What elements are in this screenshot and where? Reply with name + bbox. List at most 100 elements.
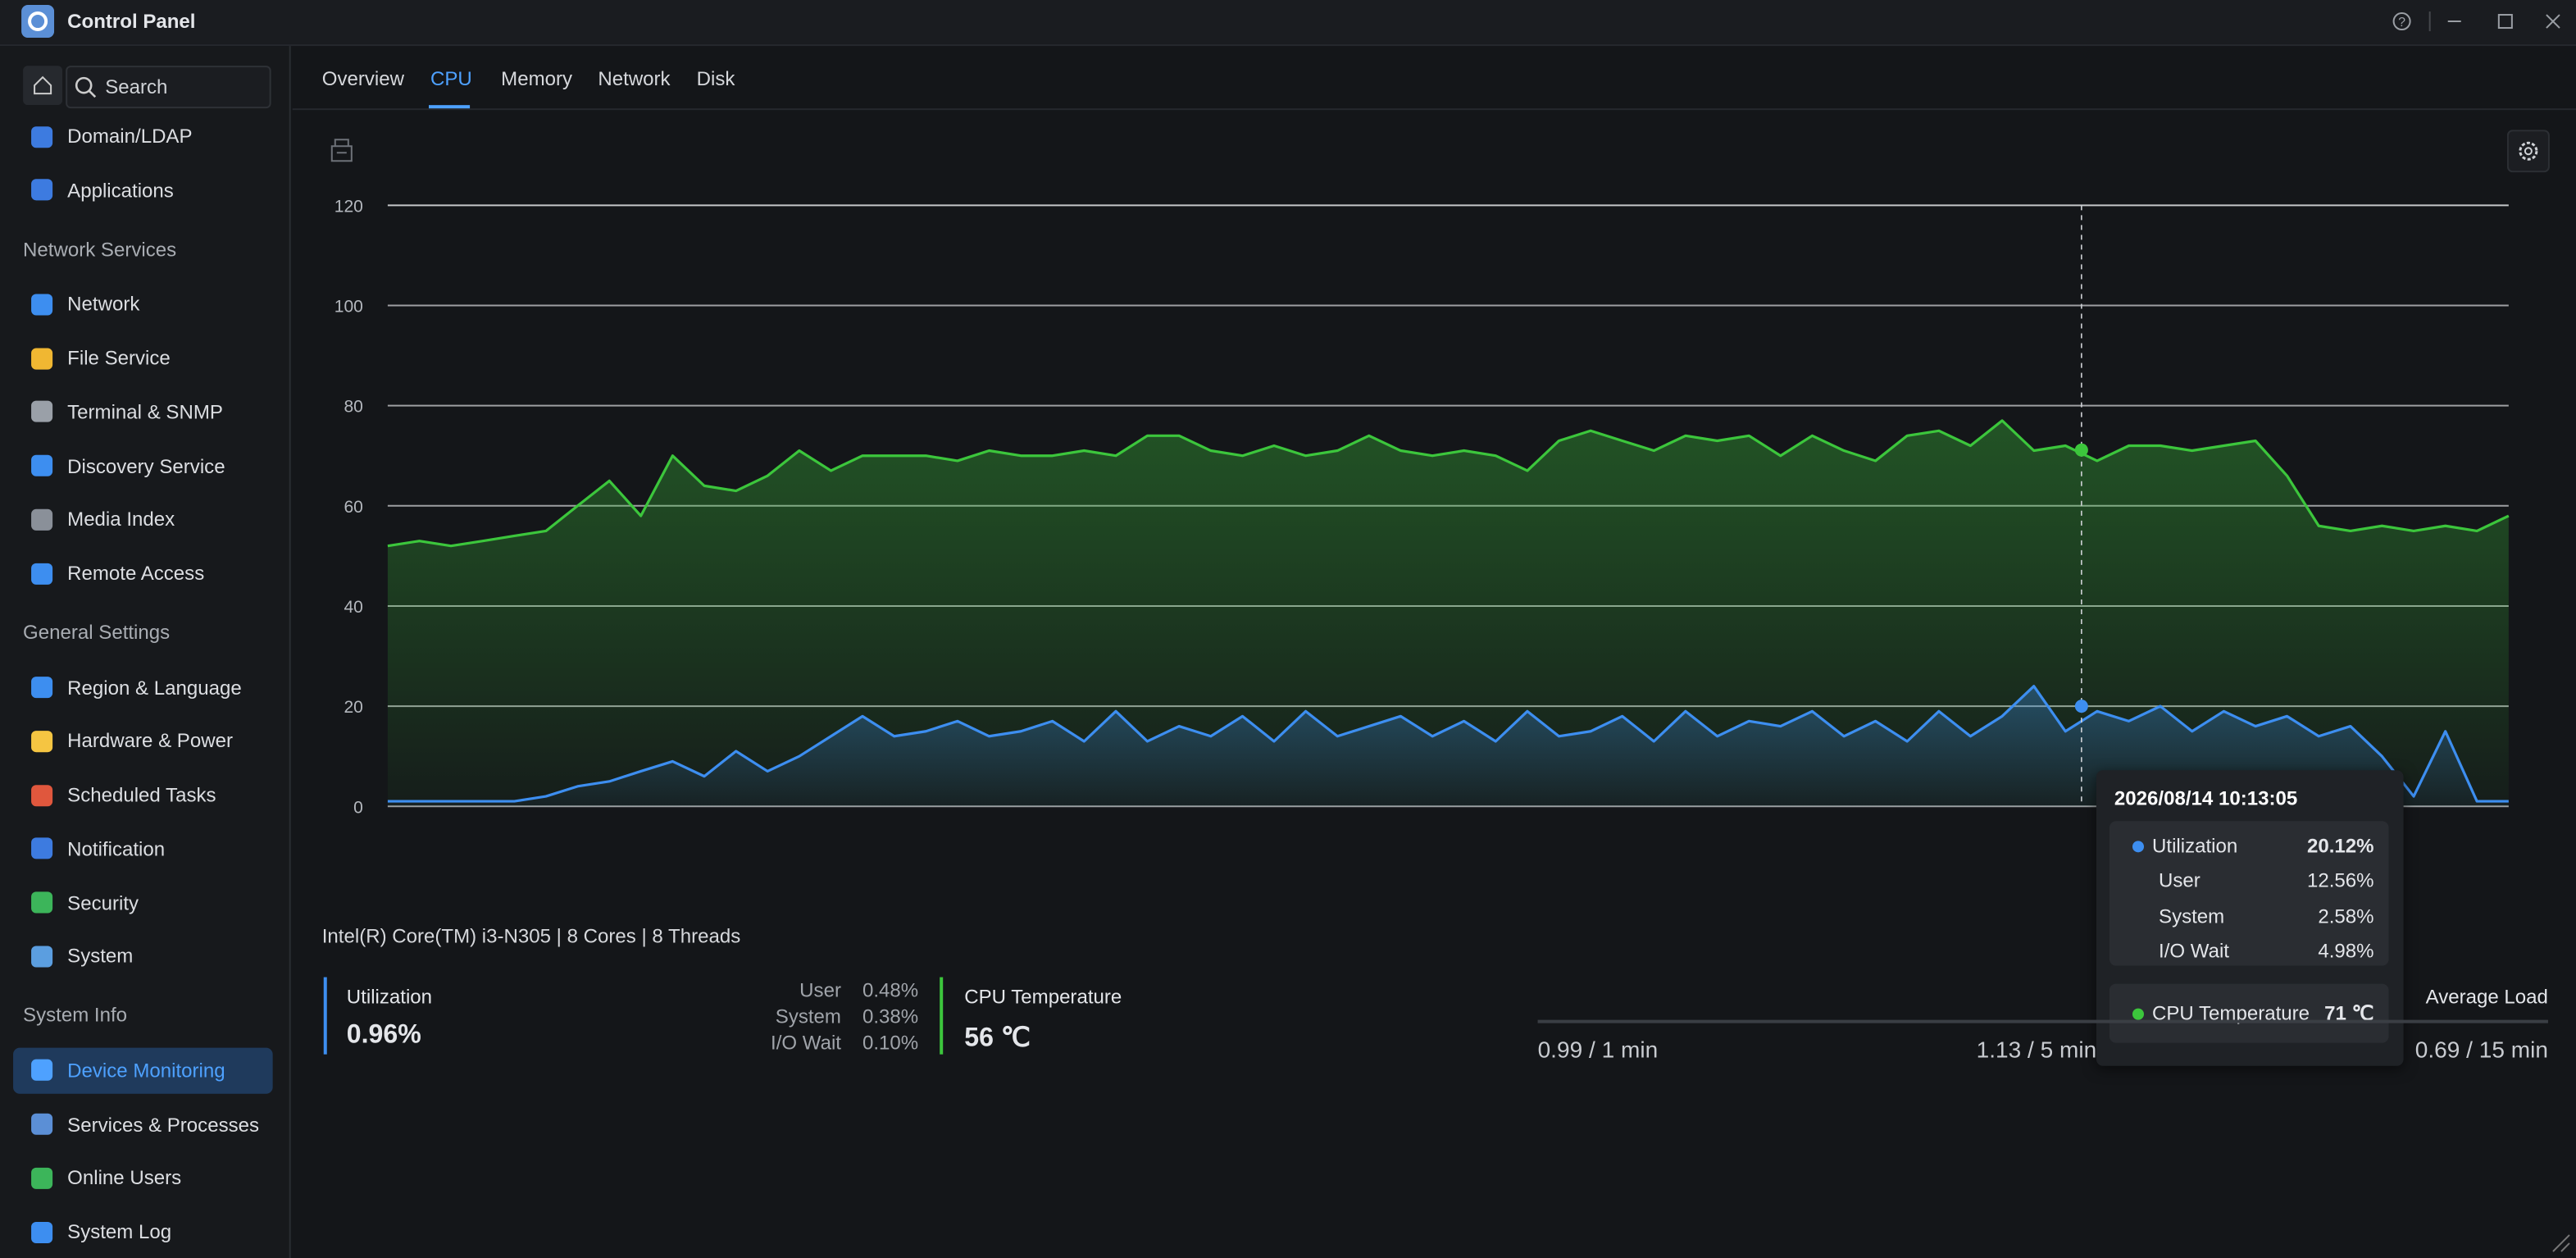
sidebar-item[interactable]: Services & Processes (13, 1101, 273, 1147)
item-icon (31, 508, 53, 531)
sidebar-item[interactable]: Terminal & SNMP (13, 389, 273, 435)
util-bar (323, 977, 327, 1055)
item-icon (31, 946, 53, 968)
series-line (387, 685, 2509, 803)
tooltip-value: 4.98% (2318, 939, 2374, 963)
item-label: Discovery Service (67, 454, 225, 477)
item-icon (31, 562, 53, 584)
item-icon (31, 347, 53, 369)
tooltip-temp-box: CPU Temperature 71 ℃ (2109, 983, 2389, 1043)
y-tick-label: 0 (353, 798, 363, 817)
sidebar-item[interactable]: File Service (13, 335, 273, 381)
search-box[interactable]: Search (66, 66, 271, 109)
window-controls[interactable]: ? (2386, 7, 2566, 36)
sidebar-item[interactable]: System Log (13, 1209, 273, 1255)
item-icon (31, 1167, 53, 1189)
sidebar: Search Domain/LDAP Applications Network Se… (0, 46, 291, 1258)
item-icon (31, 401, 53, 423)
sidebar-section-title: General Settings (23, 620, 171, 644)
y-tick-label: 40 (344, 598, 362, 617)
item-icon (31, 1060, 53, 1082)
y-tick-label: 120 (335, 197, 363, 216)
tab-divider (292, 108, 2576, 111)
sidebar-section-title: Network Services (23, 237, 177, 261)
y-tick-label: 60 (344, 498, 362, 517)
sidebar-item[interactable]: Discovery Service (13, 443, 273, 489)
item-icon (31, 837, 53, 859)
item-label: Network (67, 292, 140, 317)
item-label: Device Monitoring (67, 1059, 225, 1083)
sidebar-item[interactable]: Online Users (13, 1155, 273, 1201)
sidebar-section-title: System Info (23, 1003, 128, 1027)
y-tick-label: 100 (335, 298, 363, 317)
y-tick-label: 20 (344, 698, 362, 717)
item-icon (31, 891, 53, 914)
util-value: 0.96% (346, 1021, 421, 1050)
temp-label: CPU Temperature (964, 985, 1122, 1009)
item-icon (31, 179, 53, 201)
item-icon (31, 1113, 53, 1135)
item-icon (31, 1220, 53, 1242)
item-label: Region & Language (67, 676, 242, 700)
tooltip-value: 2.58% (2318, 904, 2374, 928)
tab-underline (428, 105, 471, 109)
tooltip-label: Utilization (2152, 834, 2238, 858)
settings-button[interactable] (2506, 130, 2550, 173)
series-area (387, 420, 2509, 807)
item-label: Hardware & Power (67, 729, 233, 753)
hover-dot (2074, 700, 2088, 713)
item-label: Applications (67, 178, 174, 202)
tooltip-value: 12.56% (2306, 868, 2374, 893)
tooltip-label: I/O Wait (2159, 939, 2229, 963)
breakdown-label: User (799, 978, 841, 1002)
item-label: Remote Access (67, 561, 205, 585)
sidebar-item[interactable]: Domain/LDAP (13, 113, 273, 159)
item-icon (31, 784, 53, 806)
item-label: Security (67, 891, 139, 914)
sidebar-item[interactable]: Applications (13, 167, 273, 213)
sidebar-item[interactable]: Notification (13, 826, 273, 872)
sidebar-item[interactable]: Scheduled Tasks (13, 772, 273, 818)
resize-grip[interactable] (2550, 1232, 2573, 1255)
util-label: Utilization (346, 985, 433, 1009)
sidebar-item[interactable]: Region & Language (13, 664, 273, 710)
load-value: 0.99 / 1 min (1537, 1036, 1659, 1063)
tab[interactable]: Memory (501, 67, 573, 91)
item-label: System Log (67, 1219, 172, 1243)
series-line (387, 419, 2510, 548)
sidebar-item[interactable]: Hardware & Power (13, 718, 273, 764)
item-label: File Service (67, 346, 171, 370)
tooltip-label: User (2159, 868, 2201, 893)
search-placeholder: Search (105, 75, 168, 99)
app-icon (21, 5, 55, 39)
tooltip-label: System (2159, 904, 2225, 928)
tab[interactable]: CPU (430, 67, 472, 91)
breakdown-value: 0.10% (862, 1031, 919, 1055)
item-label: Scheduled Tasks (67, 783, 216, 807)
window-title: Control Panel (67, 10, 196, 34)
sidebar-item[interactable]: Device Monitoring (13, 1047, 273, 1094)
y-tick-label: 80 (344, 398, 362, 417)
export-icon[interactable] (329, 136, 355, 162)
sidebar-item[interactable]: System (13, 933, 273, 979)
sidebar-item[interactable]: Network (13, 281, 273, 327)
tab[interactable]: Network (598, 67, 671, 91)
sidebar-item[interactable]: Remote Access (13, 550, 273, 596)
load-value: 1.13 / 5 min (1976, 1036, 2097, 1063)
tooltip-time: 2026/08/14 10:13:05 (2114, 786, 2298, 810)
breakdown-value: 0.48% (862, 978, 919, 1002)
tab[interactable]: Disk (696, 67, 735, 91)
tooltip-util-box: Utilization 20.12% User 12.56% System 2.58% I/… (2109, 821, 2389, 966)
home-button[interactable] (23, 66, 63, 106)
tooltip-dot (2132, 841, 2144, 853)
sidebar-item[interactable]: Media Index (13, 496, 273, 542)
load-line (1537, 1019, 2548, 1023)
item-label: Terminal & SNMP (67, 400, 223, 424)
item-icon (31, 454, 53, 476)
temp-bar (940, 977, 944, 1055)
tab[interactable]: Overview (321, 67, 404, 91)
sidebar-item[interactable]: Security (13, 879, 273, 925)
breakdown-label: I/O Wait (771, 1031, 841, 1055)
